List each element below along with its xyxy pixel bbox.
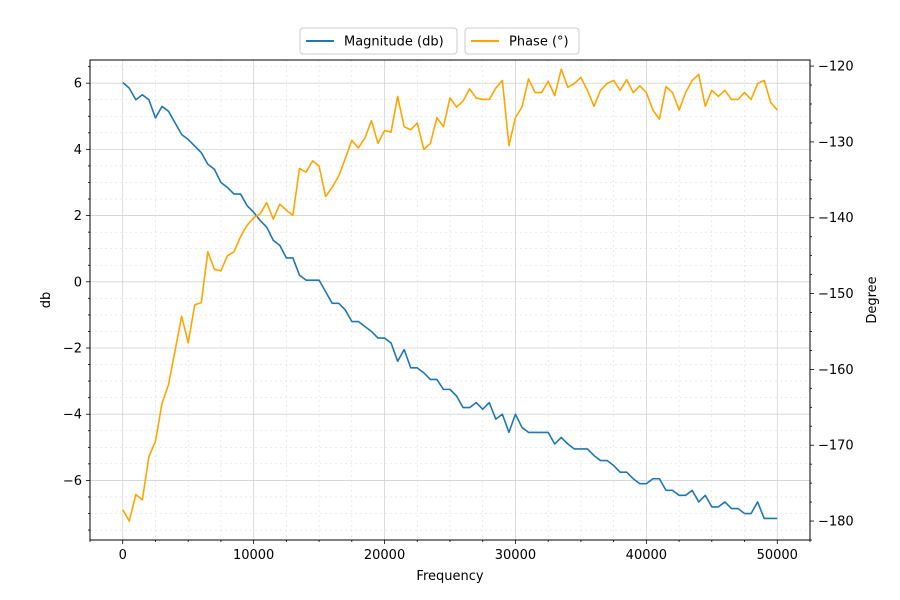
x-tick-label: 50000: [757, 548, 798, 563]
y-tick-label: −4: [63, 408, 82, 423]
x-axis: 0 10000 20000 30000 40000 50000: [89, 540, 811, 563]
series-lines: [122, 68, 778, 522]
plot-area: [89, 59, 811, 541]
y-axis-title: db: [39, 292, 54, 309]
y-axis-right: −180 −170 −160 −150 −140 −130 −120: [810, 60, 854, 541]
y-tick-label: 2: [74, 209, 82, 224]
y2-tick-label: −120: [818, 60, 854, 75]
y2-tick-label: −160: [818, 363, 854, 378]
legend: Magnitude (db) Phase (°): [299, 27, 580, 55]
y-tick-label: 0: [74, 275, 82, 290]
y-tick-label: 4: [74, 143, 82, 158]
y-tick-label: −2: [63, 342, 82, 357]
legend-box-phase: [464, 27, 580, 55]
y2-tick-label: −130: [818, 135, 854, 150]
y2-tick-label: −150: [818, 287, 854, 302]
y2-axis-title: Degree: [865, 276, 880, 323]
x-tick-label: 0: [119, 548, 127, 563]
y2-tick-label: −140: [818, 211, 854, 226]
y-tick-label: 6: [74, 77, 82, 92]
series-line-phase: [122, 68, 778, 522]
x-tick-label: 20000: [364, 548, 405, 563]
x-axis-title: Frequency: [416, 569, 483, 584]
x-tick-label: 40000: [626, 548, 667, 563]
legend-box-magnitude: [299, 27, 458, 55]
x-tick-label: 30000: [495, 548, 536, 563]
y2-tick-label: −180: [818, 515, 854, 530]
y2-tick-label: −170: [818, 439, 854, 454]
legend-item-magnitude: Magnitude (db): [299, 27, 458, 55]
y-axis-left: −6 −4 −2 0 2 4 6: [63, 66, 90, 531]
x-tick-label: 10000: [233, 548, 274, 563]
legend-label-phase: Phase (°): [509, 35, 569, 50]
major-grid: [90, 60, 810, 540]
legend-label-magnitude: Magnitude (db): [344, 35, 444, 50]
legend-item-phase: Phase (°): [464, 27, 580, 55]
y-tick-label: −6: [63, 474, 82, 489]
series-line-magnitude: [122, 81, 778, 520]
